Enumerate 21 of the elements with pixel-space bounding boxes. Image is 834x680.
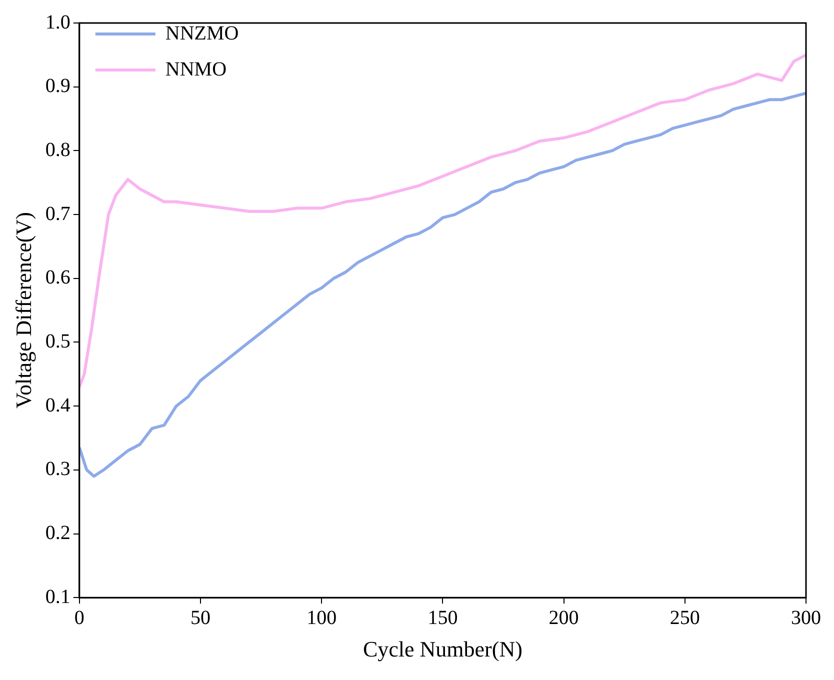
x-tick-label: 150: [428, 606, 458, 629]
y-tick-label: 0.7: [45, 202, 70, 225]
x-tick-label: 50: [190, 606, 210, 629]
y-tick-label: 1.0: [45, 11, 70, 34]
x-tick-label: 300: [791, 606, 821, 629]
x-tick-label: 200: [548, 606, 579, 629]
y-tick-label: 0.3: [45, 458, 70, 480]
y-tick-label: 0.4: [45, 394, 70, 416]
y-tick-label: 0.8: [45, 138, 70, 161]
y-tick-label: 0.5: [45, 330, 70, 352]
y-axis-title: Voltage Difference(V): [10, 212, 36, 409]
y-tick-label: 0.2: [45, 522, 70, 544]
x-tick-label: 100: [306, 606, 337, 629]
x-tick-label: 0: [74, 606, 84, 629]
legend-label: NNZMO: [165, 22, 239, 44]
y-tick-label: 0.6: [45, 266, 70, 289]
x-axis-title: Cycle Number(N): [362, 636, 522, 662]
y-tick-label: 0.9: [45, 75, 70, 98]
x-tick-label: 250: [670, 606, 700, 629]
legend-label: NNMO: [165, 58, 227, 80]
y-tick-label: 0.1: [45, 586, 70, 608]
